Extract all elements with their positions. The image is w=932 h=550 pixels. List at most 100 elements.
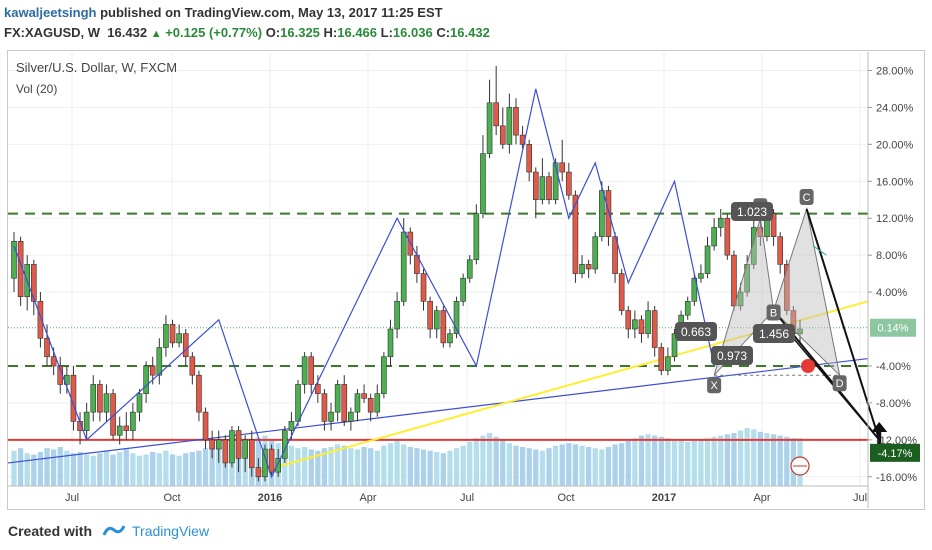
candle-body <box>308 356 315 385</box>
volume-bar <box>328 446 334 486</box>
point-label-bg <box>766 304 781 321</box>
volume-bar <box>447 450 453 486</box>
x-tick-label: 2016 <box>258 492 282 504</box>
volume-bar <box>473 438 479 486</box>
candle-body <box>645 310 651 334</box>
volume-bar <box>585 446 592 486</box>
volume-bar <box>11 450 17 486</box>
volume-bar <box>460 445 466 486</box>
candle-body <box>777 236 783 265</box>
volume-bar <box>216 443 222 486</box>
ratio-label-bg <box>675 322 717 341</box>
volume-bar <box>566 443 572 486</box>
candle-body <box>691 277 698 302</box>
candle-body <box>651 310 658 348</box>
volume-bar <box>480 435 486 486</box>
volume-bar <box>97 453 103 486</box>
candle-body <box>321 393 328 422</box>
tradingview-logo-icon[interactable] <box>102 523 126 540</box>
volume-bar <box>546 448 552 486</box>
volume-label: Vol (20) <box>16 82 57 96</box>
candle-body <box>97 384 103 413</box>
x-tick-label: Oct <box>163 492 180 504</box>
volume-bar <box>612 444 618 486</box>
volume-bar <box>196 450 202 486</box>
point-label: C <box>803 192 811 204</box>
candle-body <box>453 301 460 334</box>
volume-bar <box>770 434 777 486</box>
volume-bar <box>321 448 328 486</box>
candle-body <box>374 393 381 413</box>
point-label: D <box>836 378 844 390</box>
up-arrow-icon <box>871 422 888 444</box>
volume-bar <box>354 449 361 486</box>
last-price: 16.432 <box>107 25 148 40</box>
author-name[interactable]: kawaljeetsingh <box>4 5 97 20</box>
volume-bar <box>731 433 737 486</box>
ratio-label-bg <box>711 346 753 365</box>
volume-bar <box>341 445 347 486</box>
volume-bar <box>156 453 162 486</box>
volume-bar <box>526 448 532 486</box>
candle-body <box>394 301 400 330</box>
volume-bar <box>103 450 110 486</box>
candle-body <box>427 301 433 330</box>
candle-body <box>354 393 361 413</box>
y-tick-label: 20.00% <box>876 139 914 151</box>
volume-bar <box>671 439 678 486</box>
pattern-bcd <box>773 207 841 377</box>
candle-body <box>334 384 341 413</box>
candle-body <box>301 356 308 385</box>
volume-bar <box>84 454 90 486</box>
volume-bar <box>209 445 215 486</box>
volume-bar <box>784 436 790 486</box>
candle-body <box>711 227 717 247</box>
candle-body <box>532 171 539 201</box>
volume-bar <box>737 430 744 486</box>
candle-body <box>110 393 116 436</box>
y-tick-label: 8.00% <box>876 250 907 262</box>
candle-body <box>116 425 123 436</box>
volume-bar <box>486 433 493 486</box>
volume-bar <box>335 444 341 486</box>
volume-bar <box>572 444 579 486</box>
candle-body <box>196 374 202 413</box>
x-tick-label: 2017 <box>652 492 676 504</box>
volume-bar <box>150 451 156 486</box>
volume-bar <box>500 440 506 486</box>
volume-bar <box>90 455 96 486</box>
candle-body <box>156 347 163 376</box>
chart-frame[interactable] <box>7 50 925 510</box>
candle-body <box>90 384 97 413</box>
teal-mark <box>812 245 827 256</box>
target-badge <box>870 443 920 462</box>
candle-body <box>387 328 394 358</box>
volume-bar <box>414 448 420 486</box>
candle-body <box>599 190 605 237</box>
volume-bar <box>64 450 70 486</box>
candle-body <box>50 356 57 367</box>
candle-body <box>605 190 612 237</box>
volume-bar <box>348 448 354 486</box>
x-tick-label: Jul <box>65 492 79 504</box>
candle-body <box>698 273 704 279</box>
candle-body <box>189 356 196 376</box>
candle-body <box>783 264 790 311</box>
candle-body <box>163 324 169 348</box>
volume-bar <box>453 448 460 486</box>
candle-body <box>592 236 599 270</box>
volume-bar <box>652 435 658 486</box>
candle-body <box>182 333 189 358</box>
tradingview-brand-link[interactable]: TradingView <box>132 523 210 539</box>
chart-title: Silver/U.S. Dollar, W, FXCM <box>16 60 177 75</box>
volume-bar <box>169 454 176 486</box>
x-tick-label: Apr <box>753 492 770 504</box>
candle-body <box>447 333 453 344</box>
x-tick-label: Jul <box>460 492 474 504</box>
x-tick-label: Apr <box>359 492 376 504</box>
ratio-label: 1.023 <box>737 205 767 219</box>
candle-body <box>480 153 486 214</box>
volume-bar <box>751 429 757 486</box>
